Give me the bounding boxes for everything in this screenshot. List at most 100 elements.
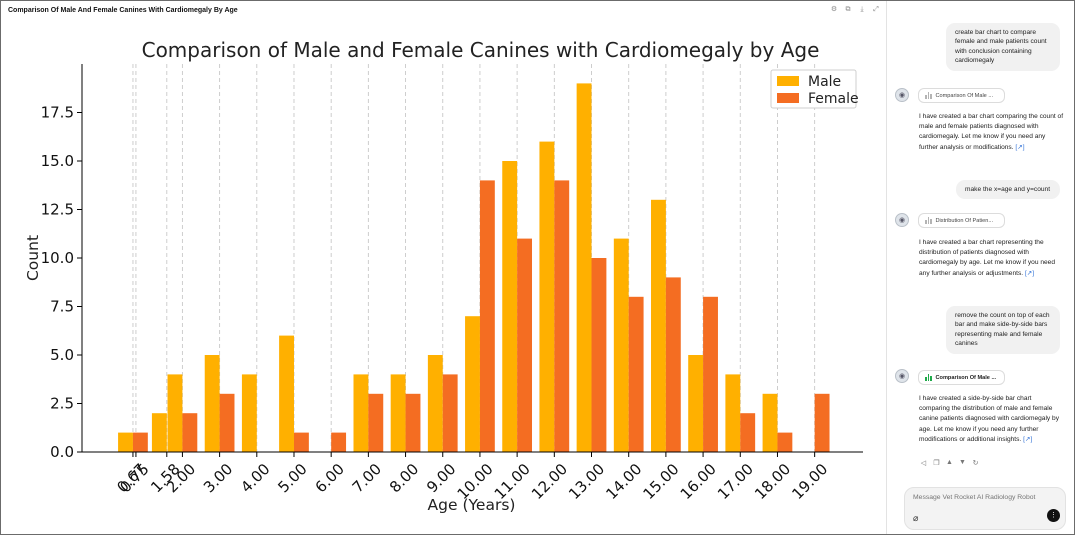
- user-message: remove the count on top of each bar and …: [946, 306, 1060, 354]
- x-tick-label: 5.00: [274, 460, 310, 496]
- copy-icon[interactable]: ❐: [933, 460, 940, 467]
- legend-label-male: Male: [808, 74, 841, 90]
- bar-chart-icon: [925, 217, 932, 224]
- x-tick-label: 17.00: [714, 460, 757, 503]
- panel-divider: [886, 1, 887, 534]
- bar-chart-icon: [925, 92, 932, 99]
- x-tick-label: 18.00: [751, 460, 794, 503]
- y-tick-label: 2.5: [50, 395, 74, 413]
- bar-male: [651, 199, 666, 452]
- x-tick-label: 8.00: [386, 460, 422, 496]
- bar-male: [427, 355, 443, 452]
- bar-female: [219, 393, 235, 452]
- bar-male: [502, 161, 518, 452]
- x-tick-label: 15.00: [640, 460, 683, 503]
- x-tick-label: 14.00: [602, 460, 645, 503]
- expand-icon[interactable]: ⤢: [873, 6, 879, 13]
- chart-attachment-chip[interactable]: Comparison Of Male ...: [918, 370, 1005, 385]
- bar-male: [613, 238, 629, 452]
- thumbs-down-icon[interactable]: ▼: [959, 459, 966, 466]
- bar-female: [814, 393, 830, 452]
- user-message-text: create bar chart to compare female and m…: [955, 29, 1047, 65]
- x-tick-label: 16.00: [677, 460, 720, 503]
- message-input[interactable]: [913, 494, 1043, 501]
- source-link[interactable]: [↗]: [1024, 269, 1035, 277]
- legend-label-female: Female: [808, 91, 859, 107]
- copy-icon[interactable]: ⧉: [845, 6, 851, 13]
- bar-female: [442, 374, 458, 452]
- panel-title: Comparison Of Male And Female Canines Wi…: [8, 7, 238, 14]
- assistant-message-text: I have created a bar chart representing …: [919, 239, 1055, 277]
- x-tick-label: 12.00: [528, 460, 571, 503]
- chip-label: Comparison Of Male ...: [935, 92, 994, 99]
- bar-male: [465, 316, 480, 452]
- speaker-icon[interactable]: ◁: [920, 460, 927, 467]
- message-composer: ⌀ ⋮: [904, 487, 1066, 530]
- legend-swatch-female: [777, 93, 799, 103]
- settings-icon[interactable]: ⚙: [830, 6, 838, 13]
- chart-title: Comparison of Male and Female Canines wi…: [142, 38, 820, 62]
- x-tick-label: 19.00: [788, 460, 831, 503]
- x-tick-label: 13.00: [565, 460, 608, 503]
- bot-avatar: ◉: [895, 213, 909, 227]
- assistant-message: I have created a side-by-side bar chart …: [919, 394, 1064, 445]
- bar-female: [182, 413, 198, 452]
- thumbs-up-icon[interactable]: ▲: [946, 459, 953, 466]
- bar-female: [479, 180, 495, 452]
- chat-panel: create bar chart to compare female and m…: [887, 1, 1074, 534]
- chart-panel: Comparison Of Male And Female Canines Wi…: [1, 1, 886, 534]
- x-tick-label: 6.00: [312, 460, 348, 496]
- voice-input-icon[interactable]: ⋮: [1047, 509, 1060, 522]
- bar-female: [740, 413, 756, 452]
- x-tick-label: 7.00: [349, 460, 385, 496]
- regenerate-icon[interactable]: ↻: [972, 460, 979, 467]
- assistant-message: I have created a bar chart comparing the…: [919, 112, 1064, 153]
- bar-female: [628, 296, 644, 452]
- assistant-message-text: I have created a bar chart comparing the…: [919, 113, 1064, 151]
- bar-female: [517, 238, 533, 452]
- chart-attachment-chip[interactable]: Comparison Of Male ...: [918, 88, 1005, 103]
- bar-female: [665, 277, 681, 452]
- y-tick-label: 15.0: [41, 152, 74, 170]
- paperclip-icon[interactable]: ⌀: [913, 513, 919, 523]
- y-tick-label: 12.5: [41, 201, 74, 219]
- assistant-message-text: I have created a side-by-side bar chart …: [919, 395, 1060, 443]
- bar-male: [762, 393, 778, 452]
- y-axis-title: Count: [24, 235, 42, 281]
- user-message-text: make the x=age and y=count: [965, 186, 1051, 193]
- user-message: create bar chart to compare female and m…: [946, 23, 1060, 71]
- chart-attachment-chip[interactable]: Distribution Of Patien...: [918, 213, 1005, 228]
- bar-female: [405, 393, 421, 452]
- bar-male: [167, 374, 183, 452]
- bar-female: [293, 432, 309, 452]
- bar-female: [703, 296, 718, 452]
- bar-male: [539, 141, 555, 452]
- source-link[interactable]: [↗]: [1015, 143, 1025, 151]
- bar-male: [353, 374, 369, 452]
- x-tick-label: 4.00: [237, 460, 273, 496]
- bar-male: [279, 335, 294, 452]
- bot-avatar: ◉: [895, 369, 909, 383]
- bar-female: [554, 180, 570, 452]
- bar-male: [390, 374, 406, 452]
- user-message-text: remove the count on top of each bar and …: [955, 312, 1050, 348]
- user-message: make the x=age and y=count: [956, 180, 1060, 200]
- bar-female: [331, 432, 347, 452]
- bar-chart-icon: [925, 374, 932, 381]
- bar-male: [688, 355, 704, 452]
- chip-label: Distribution Of Patien...: [935, 217, 994, 224]
- assistant-message: I have created a bar chart representing …: [919, 238, 1064, 279]
- bar-female: [368, 393, 384, 452]
- bar-chart: 0.02.55.07.510.012.515.017.50.670.751.58…: [24, 38, 863, 514]
- bar-male: [576, 83, 592, 453]
- source-link[interactable]: [↗]: [1023, 435, 1033, 443]
- y-tick-label: 5.0: [50, 346, 74, 364]
- legend-swatch-male: [777, 76, 799, 86]
- download-icon[interactable]: ⤓: [860, 6, 864, 13]
- bar-male: [241, 374, 257, 452]
- panel-toolbar: ⚙ ⧉ ⤓ ⤢: [830, 6, 880, 14]
- bar-male: [151, 413, 167, 452]
- bar-female: [777, 432, 793, 452]
- bot-avatar: ◉: [895, 88, 909, 102]
